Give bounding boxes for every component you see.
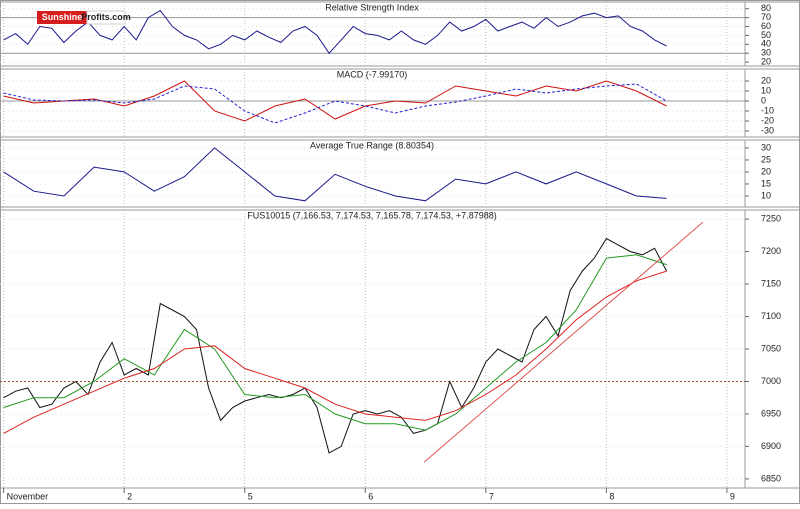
y-tick-label: 0	[761, 95, 766, 105]
series-line	[3, 9, 667, 55]
logo-text: Profits.com	[81, 12, 131, 22]
y-tick-label: 7050	[761, 343, 781, 353]
y-tick-label: 70	[761, 12, 771, 22]
x-tick-label: November	[7, 491, 49, 501]
series-line	[3, 83, 667, 124]
y-tick-label: 40	[761, 39, 771, 49]
x-tick-label: 2	[127, 491, 132, 501]
y-tick-label: -10	[761, 105, 774, 115]
series-line	[3, 147, 667, 202]
y-tick-label: 50	[761, 30, 771, 40]
y-tick-label: 60	[761, 21, 771, 31]
x-tick-label: 5	[248, 491, 253, 501]
series-line	[423, 221, 704, 463]
x-tick-label: 9	[730, 491, 735, 501]
y-tick-label: 7000	[761, 376, 781, 386]
logo-text: Sunshine	[42, 12, 83, 22]
series-line	[3, 80, 667, 122]
panel-title: Relative Strength Index	[325, 2, 419, 12]
y-tick-label: 20	[761, 56, 771, 66]
y-tick-label: 20	[761, 75, 771, 85]
y-tick-label: 6900	[761, 441, 781, 451]
series-line	[3, 270, 667, 434]
y-tick-label: -20	[761, 115, 774, 125]
series-line	[3, 237, 668, 454]
y-tick-label: 30	[761, 48, 771, 58]
y-tick-label: 7150	[761, 278, 781, 288]
panel-title: FUS10015 (7,166.53, 7,174.53, 7,165.78, …	[247, 210, 496, 220]
y-tick-label: 30	[761, 142, 771, 152]
y-tick-label: 7200	[761, 246, 781, 256]
y-tick-label: 10	[761, 85, 771, 95]
logo-box	[86, 10, 126, 25]
y-tick-label: 7100	[761, 311, 781, 321]
x-tick-label: 6	[368, 491, 373, 501]
panel-title: MACD (-7.99170)	[337, 69, 408, 79]
y-tick-label: 15	[761, 178, 771, 188]
x-tick-label: 7	[489, 491, 494, 501]
y-tick-label: 25	[761, 154, 771, 164]
panel-title: Average True Range (8.80354)	[310, 140, 434, 150]
y-tick-label: 10	[761, 190, 771, 200]
y-tick-label: 6850	[761, 473, 781, 483]
y-tick-label: -30	[761, 125, 774, 135]
y-tick-label: 7250	[761, 213, 781, 223]
x-tick-label: 8	[609, 491, 614, 501]
y-tick-label: 80	[761, 3, 771, 13]
y-tick-label: 6950	[761, 408, 781, 418]
y-tick-label: 20	[761, 166, 771, 176]
logo-box	[37, 11, 87, 24]
series-line	[3, 254, 667, 431]
